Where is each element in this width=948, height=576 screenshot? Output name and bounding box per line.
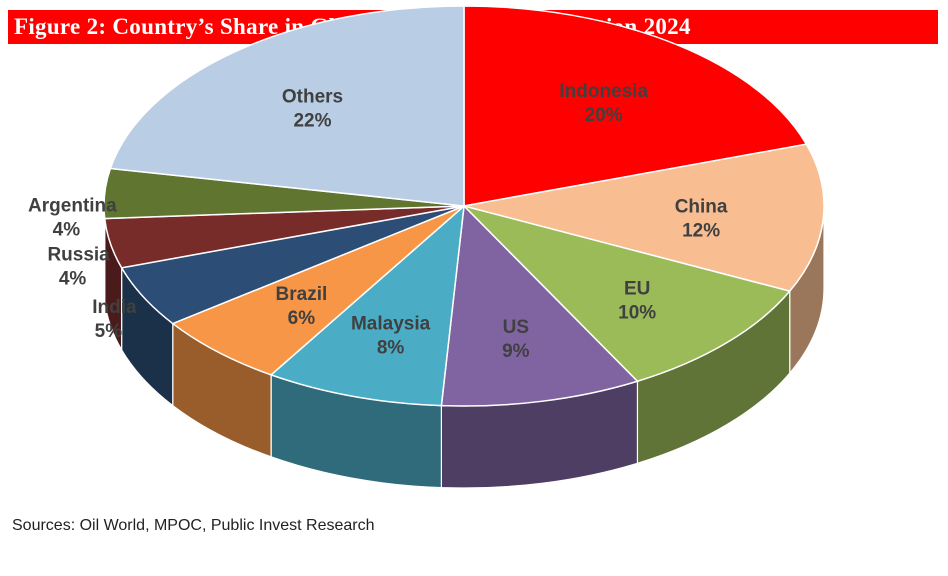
pie-chart: Indonesia 20% China 12% EU 10% US 9% Malaysia 8% B…: [28, 5, 825, 489]
pie-slice-others: [109, 5, 465, 207]
slice-label-argentina: Argentina: [28, 196, 117, 217]
slice-label-india: India: [92, 297, 137, 318]
pie-tops: [103, 5, 825, 407]
pie-slice-us: [440, 204, 639, 407]
slice-label-malaysia: Malaysia: [351, 314, 431, 335]
slice-label-indonesia: Indonesia: [559, 81, 648, 102]
slice-value-argentina: 4%: [53, 220, 81, 241]
slice-value-malaysia: 8%: [377, 338, 405, 359]
slice-label-others: Others: [282, 86, 343, 107]
slice-label-russia: Russia: [47, 245, 110, 266]
pie-slice-indonesia: [463, 5, 808, 207]
slice-value-us: 9%: [502, 341, 530, 362]
slice-value-russia: 4%: [59, 269, 87, 290]
slice-label-brazil: Brazil: [276, 284, 328, 305]
slice-value-eu: 10%: [618, 302, 656, 323]
pie-labels: Indonesia 20% China 12% EU 10% US 9% Malaysia 8% B…: [28, 81, 728, 362]
pie-slice-china: [463, 143, 825, 293]
slice-label-china: China: [675, 196, 728, 217]
pie-slice-malaysia: [269, 204, 465, 407]
slice-value-india: 5%: [95, 321, 123, 342]
slice-label-us: US: [503, 317, 529, 338]
source-note: Sources: Oil World, MPOC, Public Invest …: [12, 517, 375, 534]
slice-value-china: 12%: [682, 220, 720, 241]
slice-value-indonesia: 20%: [585, 105, 623, 126]
pie-slice-eu: [461, 204, 792, 383]
slice-value-others: 22%: [293, 110, 331, 131]
slice-value-brazil: 6%: [288, 308, 316, 329]
slice-label-eu: EU: [624, 278, 650, 299]
pie-slice-brazil: [171, 205, 465, 376]
